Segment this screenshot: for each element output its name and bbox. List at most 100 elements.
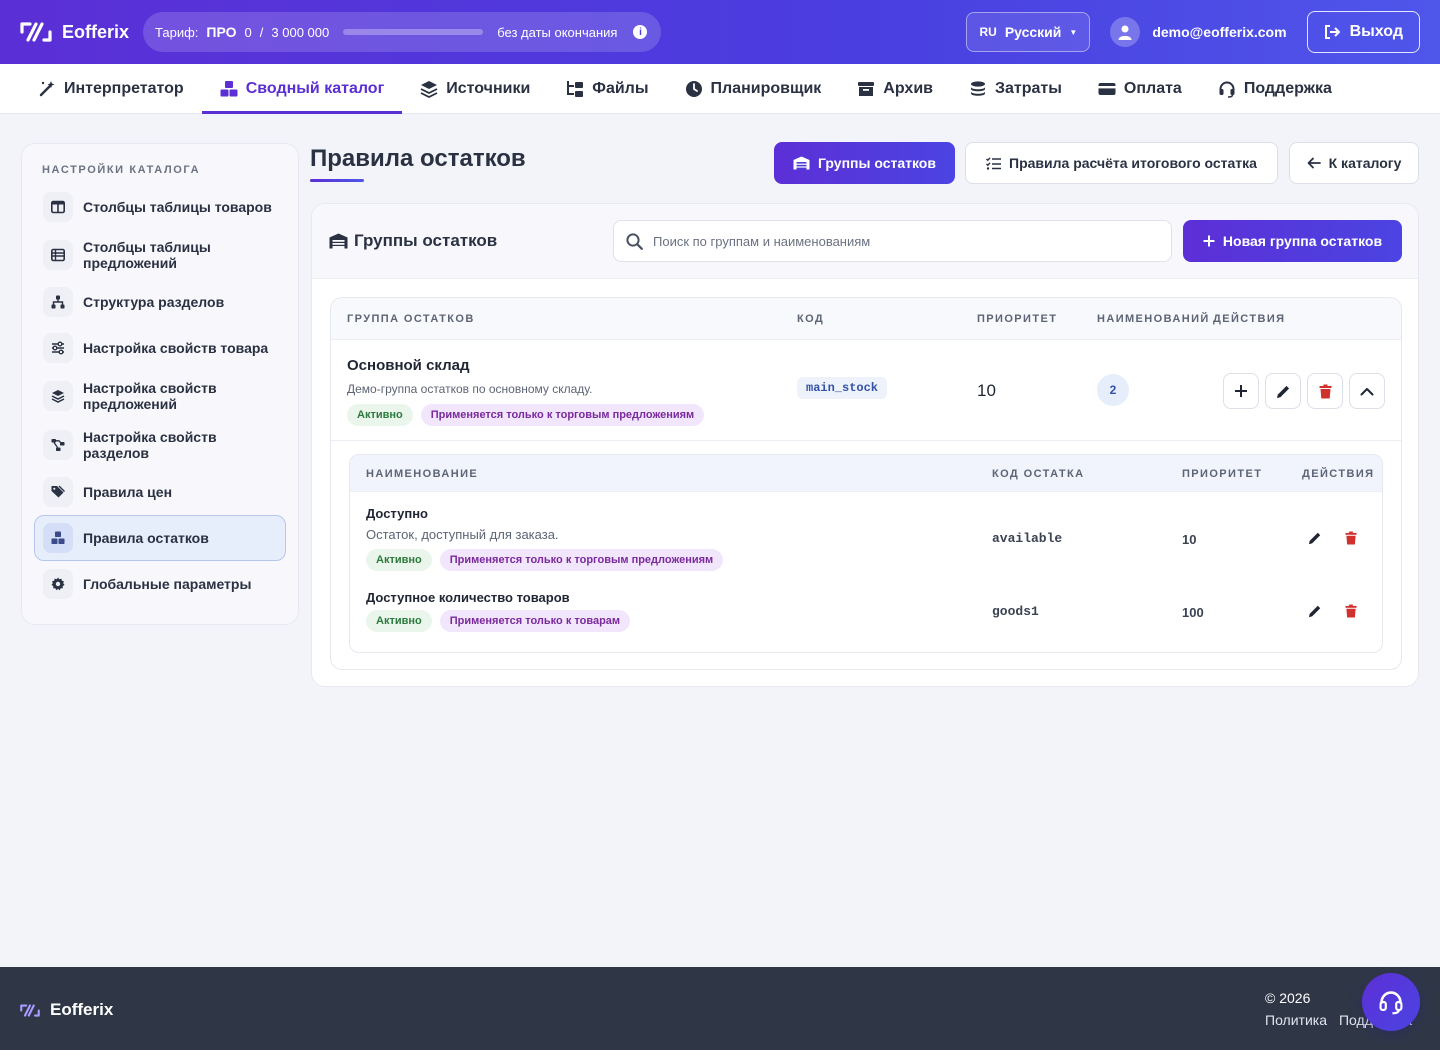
pencil-icon (1308, 532, 1321, 545)
edit-item-button[interactable] (1307, 530, 1323, 546)
delete-item-button[interactable] (1343, 603, 1359, 619)
warehouse-icon (793, 156, 810, 170)
search-input[interactable] (653, 233, 1133, 249)
edit-group-button[interactable] (1265, 373, 1301, 409)
footer: Eofferix © 2026 Политика Поддержка (0, 967, 1440, 1050)
nav-item-files[interactable]: Файлы (548, 64, 666, 114)
collapse-group-button[interactable] (1349, 373, 1385, 409)
table-row: Основной склад Демо-группа остатков по о… (331, 340, 1401, 441)
sidebar-item-product-columns[interactable]: Столбцы таблицы товаров (34, 184, 286, 230)
sidebar-item-product-properties[interactable]: Настройка свойств товара (34, 325, 286, 371)
add-item-button[interactable] (1223, 373, 1259, 409)
sidebar-item-label: Структура разделов (83, 294, 225, 310)
button-label: Новая группа остатков (1222, 233, 1383, 249)
sidebar-item-label: Настройка свойств разделов (83, 428, 217, 461)
nav-item-costs[interactable]: Затраты (951, 64, 1080, 114)
delete-item-button[interactable] (1343, 530, 1359, 546)
col-name: НАИМЕНОВАНИЕ (366, 468, 479, 480)
language-selector[interactable]: RU Русский ▼ (966, 12, 1091, 52)
group-badges: Активно Применяется только к торговым пр… (347, 404, 705, 426)
arrow-left-icon (1307, 157, 1321, 169)
sidebar-item-section-properties[interactable]: Настройка свойств разделов (34, 420, 286, 469)
nav-label: Источники (446, 80, 531, 97)
logo-icon (20, 22, 52, 42)
tariff-plan: ПРО (206, 24, 237, 40)
subtable-header: НАИМЕНОВАНИЕ КОД ОСТАТКА ПРИОРИТЕТ ДЕЙСТ… (350, 455, 1382, 492)
total-stock-rules-button[interactable]: Правила расчёта итогового остатка (965, 142, 1278, 184)
logo-icon (20, 1003, 40, 1017)
footer-brand: Eofferix (50, 1000, 114, 1019)
group-count-badge: 2 (1097, 374, 1129, 406)
item-name: Доступное количество товаров (366, 590, 570, 605)
item-name: Доступно (366, 506, 428, 521)
footer-logo[interactable]: Eofferix (20, 1000, 113, 1020)
logout-button[interactable]: Выход (1306, 11, 1420, 53)
language-code: RU (979, 25, 997, 39)
table-list-icon (43, 239, 73, 270)
tariff-usage-bar (343, 29, 484, 35)
title-underline (310, 179, 364, 182)
col-count: НАИМЕНОВАНИЙ (1097, 313, 1210, 325)
stock-groups-table: ГРУППА ОСТАТКОВ КОД ПРИОРИТЕТ НАИМЕНОВАН… (330, 297, 1402, 670)
caret-down-icon: ▼ (1069, 27, 1078, 37)
page-title: Правила остатков (310, 145, 526, 172)
sidebar-heading: НАСТРОЙКИ КАТАЛОГА (42, 164, 201, 176)
edit-item-button[interactable] (1307, 603, 1323, 619)
delete-group-button[interactable] (1307, 373, 1343, 409)
tags-icon (43, 477, 73, 507)
nav-label: Затраты (994, 80, 1062, 97)
nav-label: Поддержка (1243, 80, 1332, 97)
search-icon (626, 232, 643, 250)
tariff-expiry: без даты окончания (497, 24, 618, 40)
plus-icon (1235, 385, 1247, 397)
search-box[interactable] (613, 220, 1172, 262)
sidebar-item-label: Настройка свойств предложений (83, 379, 217, 412)
button-label: Группы остатков (818, 155, 936, 171)
back-to-catalog-button[interactable]: К каталогу (1289, 142, 1419, 184)
nav-item-interpreter[interactable]: Интерпретатор (20, 64, 202, 114)
scope-badge: Применяется только к торговым предложени… (439, 549, 724, 571)
boxes-icon (220, 81, 238, 97)
card-title: Группы остатков (329, 231, 497, 251)
sidebar-item-offer-columns[interactable]: Столбцы таблицы предложений (34, 230, 286, 279)
stock-groups-card: Группы остатков Новая группа остатков ГР… (311, 203, 1419, 687)
app-logo[interactable]: Eofferix (20, 20, 129, 44)
tariff-label: Тариф: (155, 24, 199, 40)
archive-icon (858, 82, 875, 96)
stock-items-subtable: НАИМЕНОВАНИЕ КОД ОСТАТКА ПРИОРИТЕТ ДЕЙСТ… (349, 454, 1383, 653)
nav-item-payment[interactable]: Оплата (1080, 64, 1200, 114)
item-priority: 100 (1182, 605, 1204, 620)
nav-item-catalog[interactable]: Сводный каталог (201, 64, 403, 114)
sidebar-item-price-rules[interactable]: Правила цен (34, 469, 286, 515)
user-menu[interactable]: demo@eofferix.com (1110, 17, 1287, 47)
subtable-row: Доступно Остаток, доступный для заказа. … (350, 492, 1382, 584)
sidebar-item-section-structure[interactable]: Структура разделов (34, 279, 286, 325)
tariff-separator: / (259, 24, 264, 40)
sidebar-item-global-params[interactable]: Глобальные параметры (34, 561, 286, 607)
coins-icon (970, 81, 985, 96)
support-chat-button[interactable] (1362, 973, 1420, 1031)
sidebar-item-stock-rules[interactable]: Правила остатков (34, 515, 286, 561)
headset-icon (1219, 81, 1235, 98)
logout-icon (1324, 25, 1340, 39)
nav-item-archive[interactable]: Архив (839, 64, 951, 114)
trash-icon (1319, 384, 1331, 398)
plus-icon (1203, 235, 1215, 247)
button-label: Правила расчёта итогового остатка (1009, 155, 1257, 171)
new-stock-group-button[interactable]: Новая группа остатков (1183, 220, 1402, 262)
footer-link-policy[interactable]: Политика (1265, 1012, 1327, 1028)
card-header: Группы остатков Новая группа остатков (312, 204, 1418, 279)
nav-item-sources[interactable]: Источники (402, 64, 548, 114)
info-icon[interactable]: i (633, 25, 648, 39)
nav-item-support[interactable]: Поддержка (1200, 64, 1350, 114)
logout-label: Выход (1349, 23, 1403, 40)
col-group: ГРУППА ОСТАТКОВ (347, 313, 475, 325)
stock-groups-button[interactable]: Группы остатков (774, 142, 955, 184)
nav-label: Сводный каталог (245, 80, 385, 97)
nav-label: Файлы (592, 80, 649, 97)
sidebar-item-offer-properties[interactable]: Настройка свойств предложений (34, 371, 286, 420)
sidebar-item-label: Глобальные параметры (83, 576, 252, 592)
tariff-widget: Тариф: ПРО 0 / 3 000 000 без даты оконча… (143, 12, 662, 52)
group-name: Основной склад (347, 357, 470, 374)
nav-item-scheduler[interactable]: Планировщик (667, 64, 840, 114)
